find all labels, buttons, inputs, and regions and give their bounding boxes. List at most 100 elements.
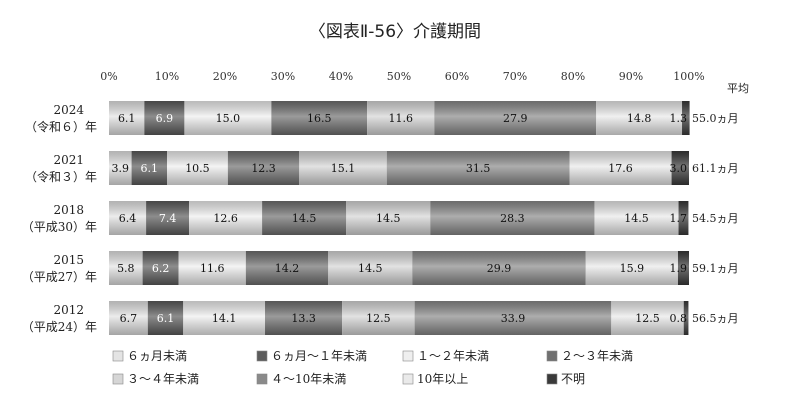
row-year-label: 2018 — [53, 203, 84, 217]
bar-row: 2012 （平成24）年 6.7 6.1 14.1 13.3 12.5 33.9 12.5 0.8… — [22, 301, 739, 335]
bar-segment-shading — [146, 201, 190, 235]
bar-segment-shading — [131, 151, 167, 185]
bar-segment-shading — [596, 101, 683, 135]
bar-row: 2021 （令和３）年 3.9 6.1 10.5 12.3 15.1 31.5 17.6 3.0 6… — [25, 151, 739, 185]
legend-swatch — [112, 373, 124, 385]
data-label: 10.5 — [185, 162, 210, 175]
bar-segment-shading — [386, 151, 570, 185]
legend: ６ヵ月未満 ６ヵ月～１年未満 １～２年未満 ２～３年未満 ３～４年未満 ４～10年未満 10… — [112, 349, 633, 386]
bar-segment-shading — [299, 151, 387, 185]
row-year-label: 2021 — [53, 153, 84, 167]
data-label: 11.6 — [388, 112, 413, 125]
row-year-label: 2012 — [53, 303, 84, 317]
legend-label: ４～10年未満 — [271, 372, 346, 386]
data-label: 28.3 — [500, 212, 525, 225]
bar-segment-shading — [594, 201, 679, 235]
row-era-label: （令和６）年 — [25, 119, 97, 134]
x-tick-label: 10% — [155, 70, 179, 83]
data-label: 6.7 — [120, 312, 138, 325]
bar-segment-shading — [109, 251, 143, 285]
x-tick-label: 50% — [387, 70, 411, 83]
data-label: 12.3 — [251, 162, 276, 175]
data-label: 3.9 — [112, 162, 130, 175]
average-label: 54.5ヵ月 — [692, 212, 739, 225]
legend-item: 不明 — [546, 372, 585, 386]
bar-segment-shading — [271, 101, 368, 135]
legend-item: ２～３年未満 — [546, 349, 633, 363]
bar-segment-shading — [430, 201, 595, 235]
bar-segment-shading — [142, 251, 179, 285]
row-era-label: （平成30）年 — [22, 220, 97, 234]
data-label: 6.1 — [141, 162, 159, 175]
average-label: 61.1ヵ月 — [692, 162, 739, 175]
data-label: 12.6 — [213, 212, 238, 225]
x-tick-label: 100% — [673, 70, 704, 83]
bar-segment-shading — [227, 151, 300, 185]
bar-segment-shading — [611, 301, 684, 335]
legend-swatch — [402, 373, 414, 385]
data-label: 3.0 — [670, 162, 688, 175]
data-label: 15.1 — [331, 162, 356, 175]
legend-label: 不明 — [561, 372, 585, 386]
legend-swatch — [546, 350, 558, 362]
bar-segment-shading — [109, 201, 147, 235]
x-tick-label: 30% — [271, 70, 295, 83]
bar-segment-shading — [147, 301, 184, 335]
bar-segment-shading — [677, 251, 689, 285]
legend-item: ４～10年未満 — [256, 372, 346, 386]
bar-segment-shading — [328, 251, 413, 285]
bar-segment-shading — [178, 251, 246, 285]
data-label: 6.4 — [119, 212, 137, 225]
data-label: 6.9 — [156, 112, 174, 125]
data-label: 0.8 — [670, 312, 688, 325]
x-axis-ticks: 0% 10% 20% 30% 40% 50% 60% 70% 80% 90% 100% — [100, 70, 704, 83]
bar-segment-shading — [189, 201, 263, 235]
bar-segment-shading — [683, 301, 689, 335]
data-label: 6.2 — [152, 262, 170, 275]
legend-label: ３～４年未満 — [127, 372, 199, 386]
bar-segment-shading — [183, 301, 266, 335]
row-era-label: （平成24）年 — [22, 320, 97, 334]
bar-segment-shading — [245, 251, 329, 285]
legend-swatch — [256, 350, 268, 362]
legend-item: ６ヵ月未満 — [112, 349, 187, 363]
bar-segment-shading — [682, 101, 690, 135]
bar-segment-shading — [434, 101, 597, 135]
legend-item: ３～４年未満 — [112, 372, 199, 386]
average-header: 平均 — [727, 82, 749, 95]
x-tick-label: 70% — [503, 70, 527, 83]
data-label: 14.2 — [275, 262, 300, 275]
data-label: 1.3 — [670, 112, 688, 125]
bar-segment-shading — [412, 251, 586, 285]
bar-segment-shading — [346, 201, 431, 235]
legend-label: 10年以上 — [417, 372, 468, 386]
bar-segment-shading — [109, 151, 132, 185]
bar-segment-shading — [109, 301, 148, 335]
x-tick-label: 90% — [619, 70, 643, 83]
legend-swatch — [546, 373, 558, 385]
bar-segment-shading — [585, 251, 678, 285]
data-label: 15.9 — [620, 262, 645, 275]
x-tick-label: 60% — [445, 70, 469, 83]
bar-segment-shading — [671, 151, 689, 185]
legend-swatch — [402, 350, 414, 362]
bar-row: 2018 （平成30）年 6.4 7.4 12.6 14.5 14.5 28.3 14.5 1.7… — [22, 201, 739, 235]
data-label: 17.6 — [608, 162, 633, 175]
row-era-label: （平成27）年 — [22, 270, 97, 284]
data-label: 13.3 — [291, 312, 316, 325]
data-label: 15.0 — [216, 112, 241, 125]
data-label: 12.5 — [366, 312, 391, 325]
data-label: 14.5 — [376, 212, 401, 225]
x-tick-label: 40% — [329, 70, 353, 83]
data-label: 12.5 — [635, 312, 660, 325]
bar-segment-shading — [144, 101, 185, 135]
chart-title: 〈図表Ⅱ-56〉介護期間 — [309, 22, 481, 42]
x-tick-label: 80% — [561, 70, 585, 83]
data-label: 11.6 — [200, 262, 225, 275]
data-label: 7.4 — [159, 212, 177, 225]
data-label: 16.5 — [307, 112, 332, 125]
bar-segment-shading — [367, 101, 435, 135]
legend-label: １～２年未満 — [417, 349, 489, 363]
average-label: 56.5ヵ月 — [692, 312, 739, 325]
